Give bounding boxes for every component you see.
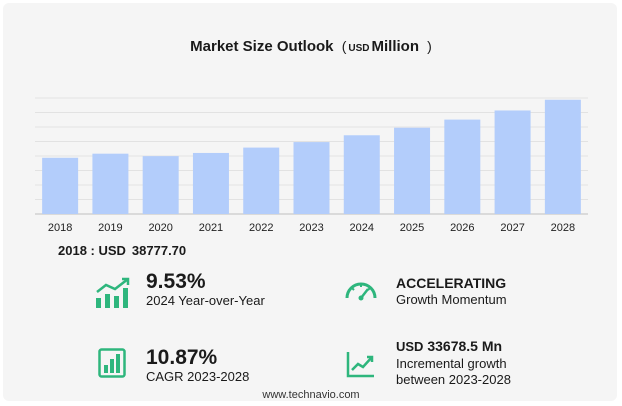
x-tick-label-2028: 2028 — [551, 222, 575, 234]
base-year-value: 38777.70 — [131, 243, 187, 258]
yoy-value: 9.53% — [146, 270, 206, 293]
momentum-metric: ACCELERATING Growth Momentum — [396, 274, 507, 308]
cagr-label: CAGR 2023-2028 — [146, 369, 250, 384]
base-year-label: 2018 : USD — [58, 243, 126, 258]
bar-chart: 2018 2019 2020 2021 2022 2023 2024 2025 2026 2027… — [35, 97, 588, 234]
bar-2022 — [243, 147, 280, 214]
incremental-currency: USD — [396, 339, 424, 354]
momentum-value: ACCELERATING — [396, 275, 507, 291]
title-unit-open: ( — [341, 38, 347, 54]
x-tick-label-2024: 2024 — [350, 222, 374, 234]
growth-chart-icon — [96, 277, 130, 308]
bar-2028 — [544, 99, 581, 214]
x-tick-label-2025: 2025 — [400, 222, 424, 234]
momentum-label: Growth Momentum — [396, 292, 507, 307]
title-unit-currency: USD — [348, 43, 370, 54]
bar-2024 — [343, 135, 380, 214]
incremental-header: USD 33678.5 Mn — [396, 337, 511, 356]
yoy-metric: 9.53% 2024 Year-over-Year — [146, 271, 265, 309]
line-trend-icon — [346, 352, 374, 378]
footer-source: www.technavio.com — [262, 389, 360, 401]
x-tick-label-2018: 2018 — [48, 222, 72, 234]
x-tick-label-2026: 2026 — [450, 222, 474, 234]
bar-2021 — [192, 152, 229, 214]
bar-chart-icon — [98, 348, 126, 378]
yoy-label: 2024 Year-over-Year — [146, 293, 265, 308]
x-tick-label-2023: 2023 — [299, 222, 323, 234]
cagr-value: 10.87% — [146, 346, 218, 369]
title-main: Market Size Outlook — [190, 38, 334, 55]
incremental-line2: between 2023-2028 — [396, 372, 511, 387]
base-year-stat: 2018 : USD 38777.70 — [58, 243, 186, 258]
bar-2025 — [394, 127, 431, 214]
bar-2018 — [42, 157, 79, 214]
x-tick-label-2019: 2019 — [98, 222, 122, 234]
bar-2020 — [142, 156, 179, 214]
x-tick-label-2027: 2027 — [500, 222, 524, 234]
chart-title: Market Size Outlook (USD Million ) — [0, 38, 622, 55]
speedometer-icon — [345, 282, 377, 301]
bar-2027 — [494, 110, 531, 214]
incremental-line1: Incremental growth — [396, 356, 507, 371]
title-unit-close: ) — [427, 38, 432, 54]
x-tick-label-2020: 2020 — [148, 222, 172, 234]
x-tick-label-2022: 2022 — [249, 222, 273, 234]
bar-2026 — [444, 119, 481, 214]
incremental-metric: USD 33678.5 Mn Incremental growth betwee… — [396, 337, 511, 388]
bar-2023 — [293, 142, 330, 214]
cagr-metric: 10.87% CAGR 2023-2028 — [146, 347, 249, 385]
bar-2019 — [92, 153, 129, 214]
title-unit-scale: Million — [371, 38, 420, 55]
incremental-value: 33678.5 Mn — [427, 338, 503, 354]
x-tick-label-2021: 2021 — [199, 222, 223, 234]
